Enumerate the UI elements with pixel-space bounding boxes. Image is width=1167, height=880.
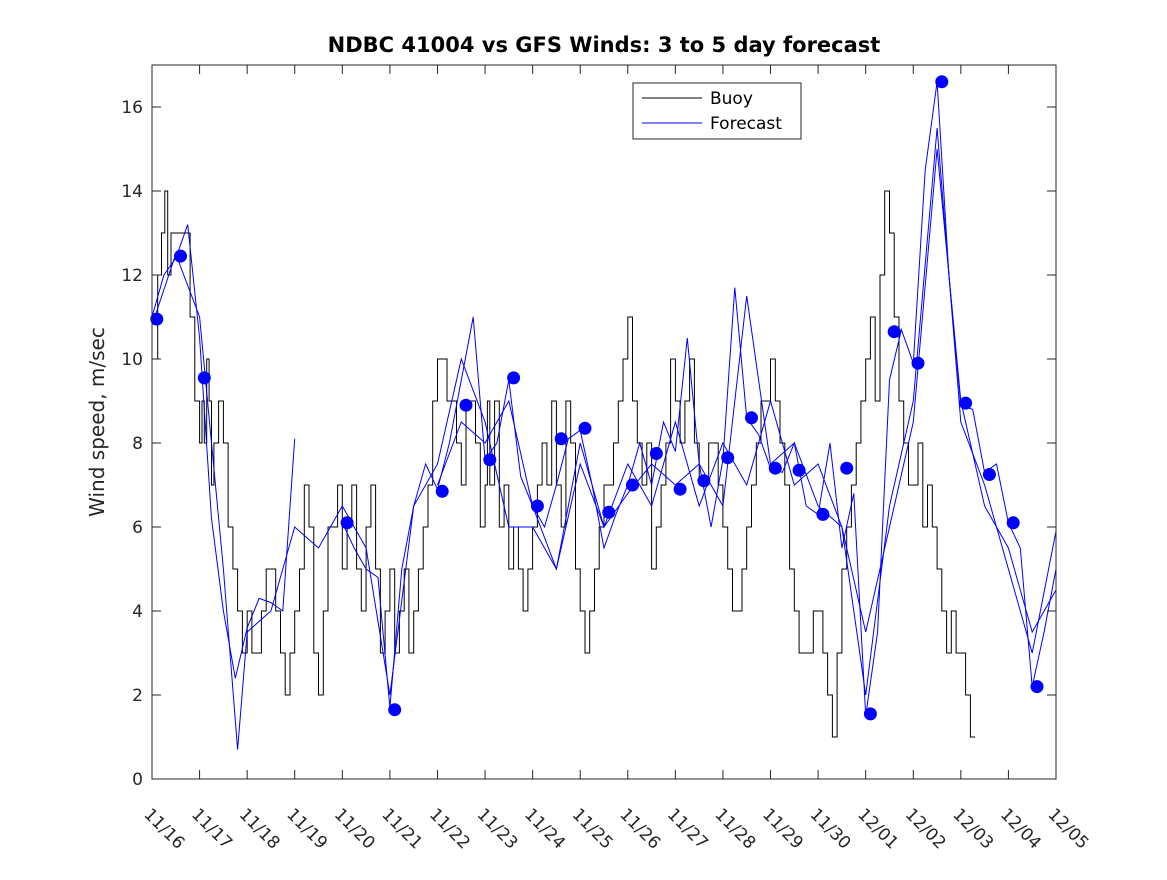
forecast-marker	[459, 398, 473, 412]
forecast-marker	[768, 461, 782, 475]
y-tick-label: 4	[132, 602, 143, 622]
forecast-marker	[745, 411, 758, 425]
axes-box	[151, 64, 1057, 780]
forecast-marker	[197, 371, 211, 385]
forecast-marker	[388, 703, 402, 717]
forecast-marker	[507, 371, 521, 385]
y-tick-label: 8	[132, 434, 143, 454]
legend-buoy-label: Buoy	[710, 89, 753, 109]
legend: Buoy Forecast	[632, 82, 802, 140]
y-tick-label: 16	[121, 98, 143, 118]
plot-area	[152, 65, 1056, 779]
forecast-marker	[959, 396, 973, 410]
forecast-marker	[816, 507, 830, 521]
forecast-run-line-4	[437, 148, 1057, 634]
forecast-marker	[150, 312, 164, 326]
forecast-marker	[1030, 680, 1044, 694]
y-tick-label: 14	[121, 182, 143, 202]
forecast-marker	[554, 432, 568, 446]
forecast-marker	[863, 707, 877, 721]
series-layer	[150, 75, 1057, 750]
chart-title: NDBC 41004 vs GFS Winds: 3 to 5 day fore…	[328, 33, 881, 57]
y-tick-label: 10	[121, 350, 143, 370]
forecast-marker	[483, 453, 497, 467]
forecast-marker	[649, 447, 663, 460]
forecast-marker	[530, 499, 544, 513]
forecast-marker	[1006, 516, 1020, 530]
forecast-marker	[174, 249, 187, 263]
y-axis-label: Wind speed, m/sec	[85, 327, 109, 517]
y-tick-label: 12	[121, 266, 143, 286]
forecast-marker	[721, 451, 735, 465]
forecast-marker	[697, 474, 711, 488]
forecast-marker	[911, 356, 925, 370]
forecast-marker	[982, 468, 996, 481]
forecast-marker	[792, 463, 806, 477]
legend-box	[632, 82, 802, 140]
forecast-marker	[578, 421, 592, 435]
legend-forecast-label: Forecast	[710, 114, 782, 134]
forecast-marker	[887, 325, 901, 339]
y-tick-label: 6	[132, 518, 143, 538]
forecast-marker	[626, 478, 639, 492]
forecast-marker	[673, 482, 687, 496]
y-tick-label: 2	[132, 686, 143, 706]
forecast-marker	[602, 505, 616, 519]
forecast-marker	[340, 516, 354, 530]
forecast-marker	[840, 461, 854, 475]
forecast-marker	[935, 75, 949, 89]
y-tick-label: 0	[132, 770, 143, 790]
buoy-series-line	[152, 190, 976, 738]
forecast-marker	[435, 484, 449, 498]
forecast-run-line-3	[151, 127, 1057, 750]
